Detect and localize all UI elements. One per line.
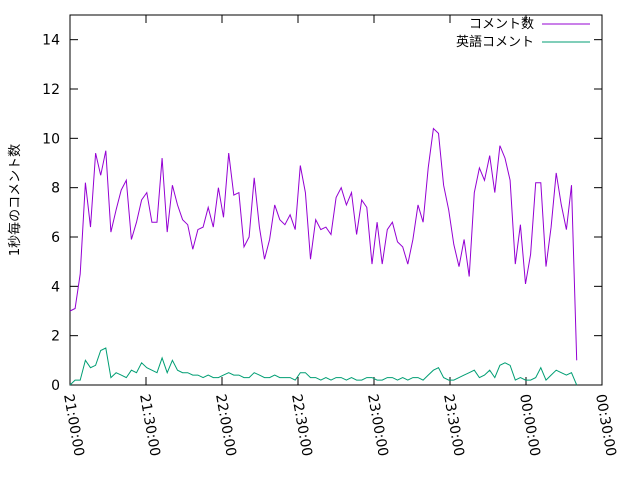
- x-tick-label: 22:00:00: [212, 393, 239, 458]
- y-tick-label: 10: [42, 131, 60, 147]
- y-tick-label: 2: [51, 329, 60, 345]
- series-line-1: [69, 347, 578, 386]
- legend-label-0: コメント数: [469, 17, 534, 32]
- y-tick-label: 6: [51, 230, 60, 246]
- x-tick-label: 23:00:00: [364, 393, 391, 458]
- y-tick-label: 4: [51, 279, 60, 295]
- x-tick-label: 21:30:00: [136, 393, 163, 458]
- y-axis-ticks: 0 2 4 6 8 10 12 14: [42, 33, 602, 394]
- x-tick-label: 22:30:00: [288, 393, 315, 458]
- x-axis-ticks: 21:00:00 21:30:00 22:00:00 22:30:00 23:00:00…: [60, 15, 619, 458]
- series-layer: [69, 127, 578, 386]
- plot-frame: [69, 14, 603, 386]
- y-tick-label: 0: [51, 378, 60, 394]
- x-tick-label: 00:30:00: [592, 393, 619, 458]
- y-axis-label: 1秒毎のコメント数: [7, 144, 23, 256]
- y-tick-label: 14: [42, 33, 60, 49]
- x-tick-label: 21:00:00: [60, 393, 87, 458]
- x-tick-label: 00:00:00: [516, 393, 543, 458]
- legend-label-1: 英語コメント: [456, 34, 534, 50]
- series-line-0: [69, 127, 578, 361]
- y-tick-label: 12: [42, 82, 60, 98]
- y-tick-label: 8: [51, 181, 60, 197]
- x-tick-label: 23:30:00: [440, 393, 467, 458]
